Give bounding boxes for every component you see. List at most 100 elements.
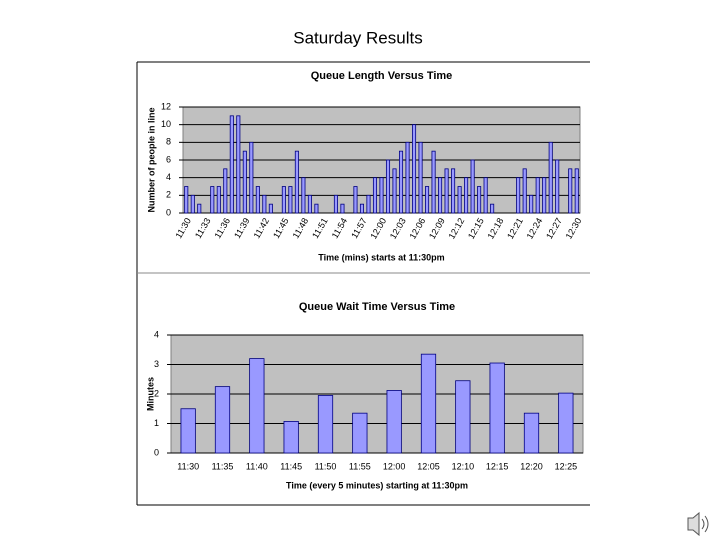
x-tick-label: 12:25 [555, 461, 578, 471]
bar [535, 177, 540, 214]
x-tick-label: 12:21 [505, 216, 525, 241]
bar [229, 115, 234, 214]
slide-title: Saturday Results [293, 28, 422, 47]
x-tick-label: 11:36 [213, 216, 233, 240]
bar [281, 186, 286, 214]
y-tick-label: 4 [154, 329, 159, 339]
x-axis-title: Time (every 5 minutes) starting at 11:30… [286, 480, 468, 490]
x-tick-label: 11:39 [232, 216, 252, 240]
x-tick-label: 12:03 [388, 216, 408, 241]
bar [288, 186, 293, 214]
y-tick-label: 12 [161, 101, 171, 111]
bar [223, 168, 228, 214]
chart-title: Queue Wait Time Versus Time [299, 301, 455, 313]
x-tick-label: 11:54 [330, 216, 350, 240]
bar [340, 203, 345, 214]
speaker-icon[interactable] [687, 511, 709, 537]
bar [398, 150, 404, 214]
bar [420, 353, 437, 454]
bar [542, 177, 547, 214]
y-axis-title: Number of people in line [146, 107, 156, 212]
x-tick-label: 12:06 [407, 216, 427, 241]
bar [558, 392, 574, 454]
x-tick-label: 11:42 [252, 216, 272, 240]
bar [366, 194, 371, 214]
bar [184, 186, 189, 214]
x-tick-label: 11:30 [177, 461, 199, 471]
bar [548, 141, 553, 214]
bar [249, 358, 265, 454]
bar [444, 168, 449, 214]
bar [379, 177, 384, 214]
x-tick-label: 12:15 [486, 461, 509, 471]
x-tick-label: 11:48 [291, 216, 311, 240]
bar [190, 194, 195, 214]
bar [255, 186, 260, 214]
bar [464, 177, 469, 214]
speaker-body[interactable] [687, 511, 700, 537]
bar [301, 177, 306, 214]
x-tick-label: 11:40 [246, 461, 268, 471]
x-tick-label: 11:45 [271, 216, 291, 240]
bar [359, 203, 365, 214]
bar [353, 186, 358, 214]
y-tick-label: 4 [166, 172, 171, 182]
bar [451, 168, 456, 214]
y-tick-label: 6 [166, 154, 171, 164]
bar [307, 194, 312, 214]
x-tick-label: 12:24 [525, 216, 545, 241]
y-tick-label: 10 [161, 119, 171, 129]
bar [457, 186, 462, 214]
bar [242, 150, 247, 214]
bar [216, 186, 221, 214]
bar [249, 141, 254, 214]
bar [431, 150, 436, 214]
x-tick-label: 12:05 [417, 461, 440, 471]
bar [455, 380, 471, 454]
y-tick-label: 2 [166, 190, 171, 200]
y-tick-label: 0 [166, 207, 171, 217]
x-tick-label: 11:45 [280, 461, 302, 471]
bar [236, 115, 241, 214]
bar [523, 412, 540, 454]
bar [412, 124, 417, 214]
x-tick-label: 11:35 [212, 461, 234, 471]
bar [392, 168, 397, 214]
bar [516, 177, 521, 214]
x-tick-label: 12:12 [446, 216, 466, 241]
bar [317, 395, 334, 454]
x-tick-label: 11:50 [315, 461, 337, 471]
bar [522, 168, 527, 214]
y-tick-label: 8 [166, 137, 171, 147]
bar [180, 408, 196, 454]
x-tick-label: 12:00 [368, 216, 388, 241]
bar [314, 203, 319, 214]
bar [438, 177, 443, 214]
bar [490, 203, 495, 214]
bar [483, 177, 488, 214]
x-tick-label: 12:00 [383, 461, 406, 471]
bar [477, 186, 482, 214]
y-tick-label: 0 [154, 447, 159, 457]
bar [574, 168, 579, 214]
bar [425, 186, 430, 214]
bar [352, 412, 368, 454]
bar [470, 159, 475, 214]
x-tick-label: 12:09 [427, 216, 447, 241]
x-tick-label: 12:30 [564, 216, 584, 241]
y-tick-label: 1 [154, 418, 159, 428]
x-tick-label: 11:51 [310, 216, 330, 240]
y-tick-label: 3 [154, 359, 159, 369]
speaker-waves[interactable] [701, 515, 709, 533]
bar [214, 386, 231, 454]
bar [385, 159, 391, 214]
y-axis-title: Minutes [145, 377, 155, 411]
bar [555, 159, 560, 214]
x-tick-label: 11:55 [349, 461, 371, 471]
chart-title: Queue Length Versus Time [311, 70, 453, 82]
bar [262, 194, 267, 214]
x-tick-label: 11:33 [193, 216, 213, 240]
bar [568, 168, 573, 214]
